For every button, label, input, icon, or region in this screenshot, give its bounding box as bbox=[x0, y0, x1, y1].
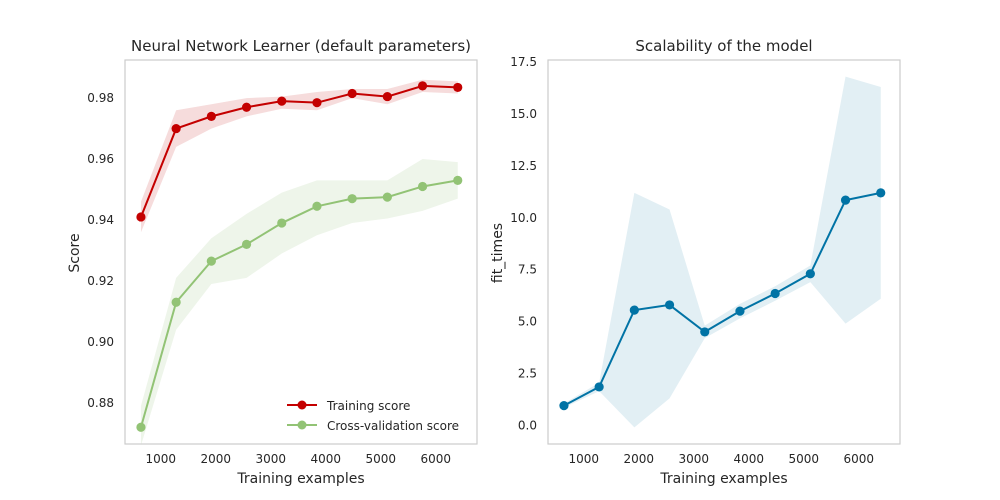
y-tick-label: 10.0 bbox=[510, 211, 537, 225]
series-lines bbox=[563, 191, 881, 407]
training-score-point bbox=[241, 102, 252, 112]
x-tick-label: 2000 bbox=[623, 452, 654, 466]
cross-validation-score-point bbox=[171, 297, 181, 307]
x-tick-label: 6000 bbox=[420, 452, 451, 466]
training-score-point bbox=[277, 96, 287, 106]
y-tick-label: 0.94 bbox=[87, 213, 114, 227]
series-markers bbox=[559, 188, 886, 411]
x-tick-labels: 1000 2000 3000 4000 5000 6000 bbox=[145, 452, 451, 466]
legend-training-label: Training score bbox=[326, 399, 410, 413]
x-tick-label: 6000 bbox=[843, 452, 874, 466]
confidence-bands bbox=[563, 76, 881, 428]
series-0-point bbox=[876, 188, 886, 198]
x-axis-label: Training examples bbox=[236, 471, 364, 487]
cross-validation-score-point bbox=[453, 175, 463, 185]
y-tick-label: 7.5 bbox=[518, 263, 537, 277]
y-tick-label: 0.96 bbox=[87, 152, 114, 166]
plot-frame bbox=[547, 59, 901, 445]
cross-validation-score-point bbox=[241, 239, 252, 249]
training-score-line bbox=[140, 84, 458, 218]
training-score-point bbox=[136, 212, 146, 222]
x-tick-label: 1000 bbox=[145, 452, 176, 466]
training-score-point bbox=[417, 81, 428, 91]
plot-frame bbox=[124, 59, 478, 445]
x-tick-label: 4000 bbox=[733, 452, 764, 466]
series-0-point bbox=[700, 327, 710, 337]
y-tick-labels: 0.0 2.5 5.0 7.5 10.0 12.5 15.0 17.5 bbox=[510, 55, 537, 432]
y-tick-label: 5.0 bbox=[518, 315, 537, 329]
series-lines bbox=[139, 84, 458, 428]
chart-title: Neural Network Learner (default paramete… bbox=[131, 37, 471, 55]
x-tick-labels: 1000 2000 3000 4000 5000 6000 bbox=[568, 452, 874, 466]
scalability-panel: Scalability of the model Training exampl… bbox=[490, 37, 901, 487]
y-tick-label: 0.90 bbox=[87, 335, 114, 349]
y-tick-label: 2.5 bbox=[518, 366, 537, 380]
series-0-band bbox=[563, 76, 881, 428]
x-tick-label: 1000 bbox=[568, 452, 599, 466]
x-tick-label: 5000 bbox=[365, 452, 396, 466]
y-axis-label: Score bbox=[67, 233, 83, 272]
chart-title: Scalability of the model bbox=[635, 37, 812, 55]
cross-validation-score-point bbox=[347, 194, 357, 204]
y-tick-label: 17.5 bbox=[510, 55, 537, 69]
y-tick-label: 0.0 bbox=[518, 418, 537, 432]
legend-cv-label: Cross-validation score bbox=[327, 419, 459, 433]
cross-validation-score-line bbox=[139, 179, 458, 428]
training-score-point bbox=[171, 123, 181, 134]
y-axis-label: fit_times bbox=[490, 223, 506, 283]
y-tick-label: 0.98 bbox=[87, 91, 114, 105]
series-0-point bbox=[664, 300, 675, 310]
y-tick-label: 0.92 bbox=[87, 274, 114, 288]
series-0-line bbox=[563, 191, 881, 407]
series-0-point bbox=[840, 195, 851, 205]
training-score-point bbox=[453, 82, 463, 93]
y-tick-labels: 0.88 0.90 0.92 0.94 0.96 0.98 bbox=[87, 91, 114, 410]
series-0-point bbox=[805, 269, 815, 279]
cross-validation-score-point bbox=[382, 192, 392, 202]
x-tick-label: 3000 bbox=[678, 452, 709, 466]
legend-cv-marker bbox=[297, 420, 307, 430]
series-0-point bbox=[594, 382, 604, 392]
y-tick-label: 0.88 bbox=[87, 396, 114, 410]
series-0-point bbox=[629, 305, 639, 315]
training-score-point bbox=[347, 88, 357, 99]
legend-training-marker bbox=[297, 400, 307, 410]
series-markers bbox=[136, 81, 463, 432]
cross-validation-score-point bbox=[277, 218, 287, 228]
y-tick-label: 12.5 bbox=[510, 159, 537, 173]
x-tick-label: 4000 bbox=[310, 452, 341, 466]
x-tick-label: 2000 bbox=[200, 452, 231, 466]
legend: Training score Cross-validation score bbox=[287, 399, 459, 433]
training-score-point bbox=[312, 98, 322, 108]
cross-validation-score-point bbox=[417, 181, 428, 192]
y-tick-label: 15.0 bbox=[510, 107, 537, 121]
x-tick-label: 3000 bbox=[255, 452, 286, 466]
cross-validation-score-point bbox=[312, 201, 322, 211]
x-axis-label: Training examples bbox=[659, 471, 787, 487]
learning-curve-panel: Neural Network Learner (default paramete… bbox=[67, 37, 478, 487]
training-score-point bbox=[206, 111, 216, 121]
x-tick-label: 5000 bbox=[788, 452, 819, 466]
cross-validation-score-point bbox=[206, 256, 216, 266]
series-0-point bbox=[559, 401, 569, 411]
series-0-point bbox=[735, 306, 745, 316]
training-score-band bbox=[140, 79, 458, 233]
cross-validation-score-point bbox=[136, 422, 146, 432]
training-score-point bbox=[382, 91, 392, 102]
series-0-point bbox=[770, 288, 780, 299]
